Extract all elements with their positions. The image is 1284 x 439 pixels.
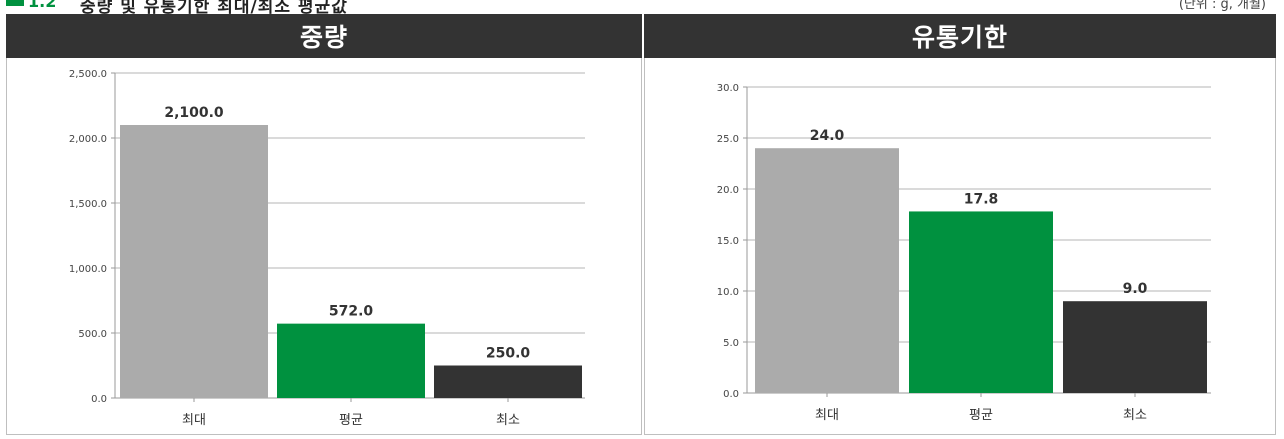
bar-avg (909, 211, 1053, 393)
weight-chart-svg: 0.0 500.0 1,000.0 1,500.0 2,000.0 2,500.0 2,10… (69, 69, 585, 428)
y-tick-label: 0.0 (723, 389, 739, 400)
x-tick-label: 평균 (339, 413, 363, 428)
unit-note: (단위 : g, 개월) (1178, 0, 1266, 12)
data-label: 9.0 (1123, 281, 1148, 297)
x-tick-label: 최소 (496, 413, 520, 428)
y-tick-label: 5.0 (723, 338, 739, 349)
bar-max (120, 125, 268, 398)
bar-max (755, 148, 899, 393)
shelf-life-chart-plot-area: 0.0 5.0 10.0 15.0 20.0 25.0 30.0 24.0 최대 17.8 평균 9.… (644, 58, 1276, 435)
weight-chart-plot-area: 0.0 500.0 1,000.0 1,500.0 2,000.0 2,500.0 2,10… (6, 58, 642, 435)
x-tick-label: 평균 (969, 408, 993, 423)
weight-chart-panel: 중량 0.0 500.0 1,000.0 1,500.0 2,000.0 2,500.0 2… (6, 14, 642, 435)
y-tick-label: 20.0 (717, 185, 739, 196)
chart-title-shelf-life: 유통기한 (644, 14, 1276, 58)
data-label: 24.0 (810, 128, 845, 144)
bar-avg (277, 323, 425, 398)
figure-number: 1.2 (28, 0, 57, 11)
report-heading: 1.2 중량 및 유통기한 최대/최소 평균값 (단위 : g, 개월) (0, 0, 1284, 14)
bar-min (1063, 301, 1207, 393)
shelf-life-chart-panel: 유통기한 0.0 5.0 10.0 15.0 20.0 25.0 30.0 24.0 최대 17.… (644, 14, 1276, 435)
data-label: 17.8 (964, 191, 999, 207)
shelf-life-chart-svg: 0.0 5.0 10.0 15.0 20.0 25.0 30.0 24.0 최대 17.8 평균 9.… (717, 83, 1211, 423)
y-tick-label: 25.0 (717, 134, 739, 145)
x-tick-label: 최대 (182, 413, 206, 428)
x-tick-label: 최소 (1123, 408, 1147, 423)
data-label: 2,100.0 (164, 105, 224, 121)
heading-marker (6, 0, 24, 6)
y-tick-label: 1,500.0 (69, 199, 107, 210)
y-tick-label: 500.0 (78, 329, 107, 340)
y-tick-label: 30.0 (717, 83, 739, 94)
data-label: 250.0 (486, 346, 531, 362)
x-tick-label: 최대 (815, 408, 839, 423)
y-tick-label: 15.0 (717, 236, 739, 247)
y-tick-label: 10.0 (717, 287, 739, 298)
data-label: 572.0 (329, 304, 374, 320)
bar-min (434, 365, 582, 398)
y-tick-label: 0.0 (91, 394, 107, 405)
y-tick-label: 1,000.0 (69, 264, 107, 275)
y-tick-label: 2,000.0 (69, 134, 107, 145)
chart-title-weight: 중량 (6, 14, 642, 58)
y-tick-label: 2,500.0 (69, 69, 107, 80)
report-title: 중량 및 유통기한 최대/최소 평균값 (80, 0, 348, 14)
